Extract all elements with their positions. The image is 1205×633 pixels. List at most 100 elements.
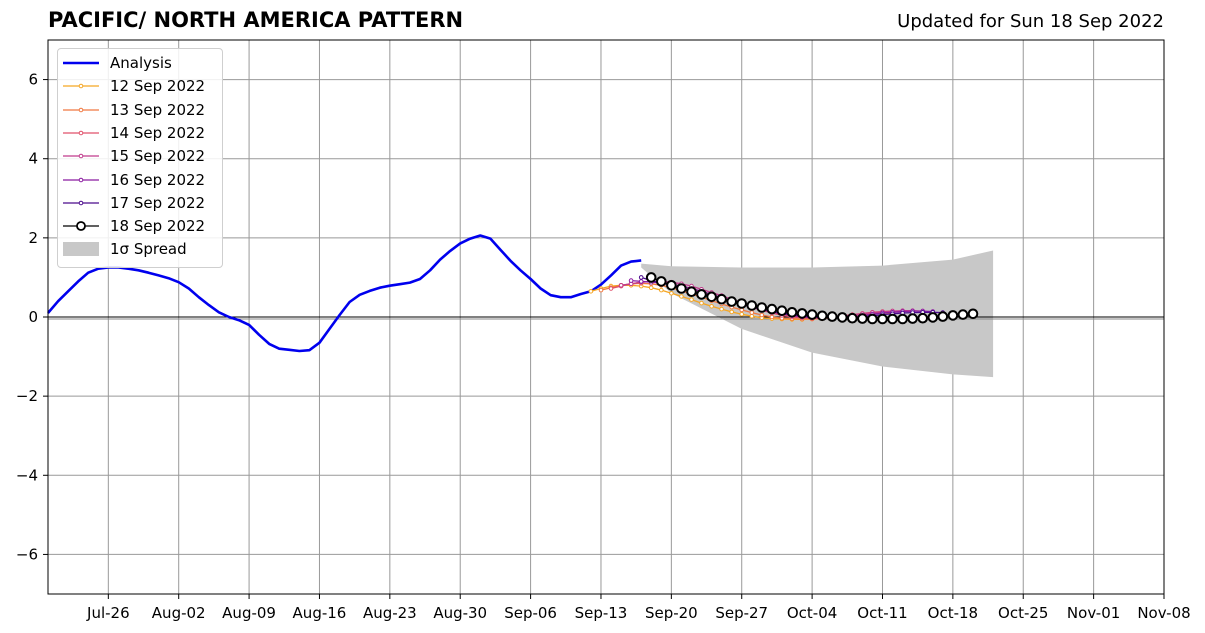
forecast-point [907,313,918,324]
forecast-point [676,283,687,294]
forecast-point [656,276,667,287]
forecast-point [937,311,949,322]
legend-label: 13 Sep 2022 [110,100,206,119]
x-tick-label: Jul-26 [86,604,130,622]
forecast-point [816,310,828,322]
legend-swatch [63,83,99,89]
forecast-point [709,304,714,309]
legend-swatch [63,130,99,136]
forecast-point [857,313,868,324]
forecast-point [598,287,604,293]
forecast-point [739,311,745,317]
x-tick-label: Sep-13 [575,604,628,622]
x-tick-label: Aug-23 [363,604,417,622]
forecast-point [608,286,614,291]
forecast-point [749,310,755,315]
forecast-point [645,272,657,283]
forecast-point [756,302,768,313]
forecast-point [736,298,748,309]
forecast-point [786,307,798,318]
forecast-point [699,300,704,306]
legend-item: 14 Sep 2022 [58,122,222,145]
legend-label: 18 Sep 2022 [110,217,206,236]
legend-label: 17 Sep 2022 [110,193,206,212]
legend-patch [63,242,99,257]
x-tick-label: Oct-04 [787,604,837,622]
forecast-point [588,289,594,294]
y-tick-label: −2 [16,387,38,405]
forecast-point [638,279,644,284]
legend-swatch [63,61,99,65]
forecast-point [719,306,724,312]
forecast-point [877,313,888,325]
legend-swatch [63,107,99,112]
legend-label: Analysis [110,54,172,72]
forecast-point [696,289,707,300]
forecast-point [679,294,684,299]
y-tick-label: −4 [16,466,38,484]
x-tick-label: Aug-16 [293,604,347,622]
forecast-series-layer [588,272,979,325]
legend-item: 13 Sep 2022 [58,99,222,122]
forecast-point [759,312,765,318]
legend-label: 1σ Spread [110,240,187,259]
forecast-point [947,310,959,321]
legend-swatch [63,221,99,231]
analysis-line [47,234,642,353]
x-tick-label: Aug-02 [152,604,206,622]
forecast-point [648,285,654,291]
legend-label: 16 Sep 2022 [110,170,206,189]
legend-marker [78,83,84,89]
forecast-point [776,305,788,317]
x-tick-label: Aug-09 [222,604,276,622]
forecast-point [766,303,778,315]
x-tick-label: Aug-30 [433,604,487,622]
forecast-point [746,300,758,311]
chart-title: PACIFIC/ NORTH AMERICA PATTERN [48,8,464,32]
y-tick-label: 6 [28,71,38,89]
legend-item: Analysis [58,52,222,75]
legend-label: 12 Sep 2022 [110,77,206,96]
legend-item: 1σ Spread [58,238,222,261]
forecast-point [726,296,738,307]
legend-swatch [63,242,99,257]
legend-marker [76,221,86,231]
forecast-point [826,311,838,322]
legend-swatch [63,153,99,159]
forecast-point [706,291,717,303]
forecast-point [666,280,677,291]
forecast-point [769,314,775,320]
forecast-point [796,308,808,319]
forecast-point [887,313,898,325]
x-tick-label: Sep-06 [504,604,557,622]
chart-legend: Analysis 12 Sep 2022 13 Sep 2022 14 Sep 202… [57,48,223,268]
forecast-point [837,312,848,323]
forecast-point [686,286,697,298]
legend-marker [78,153,84,159]
legend-marker [78,177,84,182]
x-tick-label: Oct-25 [998,604,1048,622]
forecast-point [847,312,858,324]
forecast-point [618,283,624,288]
forecast-point [669,291,674,296]
y-tick-label: 2 [28,229,38,247]
forecast-point [628,278,634,283]
forecast-point [749,313,755,319]
x-tick-labels: Jul-26 Aug-02 Aug-09 Aug-16 Aug-23 Aug-30 Sep-… [86,594,1191,622]
y-tick-label: 4 [28,150,38,168]
x-tick-label: Oct-11 [857,604,907,622]
legend-label: 15 Sep 2022 [110,147,206,166]
forecast-point [967,308,979,320]
legend-label: 14 Sep 2022 [110,123,206,142]
forecast-point [729,309,735,315]
forecast-point [917,312,929,324]
legend-marker [78,130,84,136]
x-tick-label: Sep-20 [645,604,698,622]
forecast-point [689,297,694,302]
legend-item: 12 Sep 2022 [58,75,222,98]
y-tick-labels: 6 4 2 0 −2 −4 −6 [16,71,48,563]
x-tick-label: Nov-01 [1067,604,1120,622]
forecast-point [716,293,727,305]
zero-line-layer [48,316,1164,320]
forecast-point [927,312,939,323]
